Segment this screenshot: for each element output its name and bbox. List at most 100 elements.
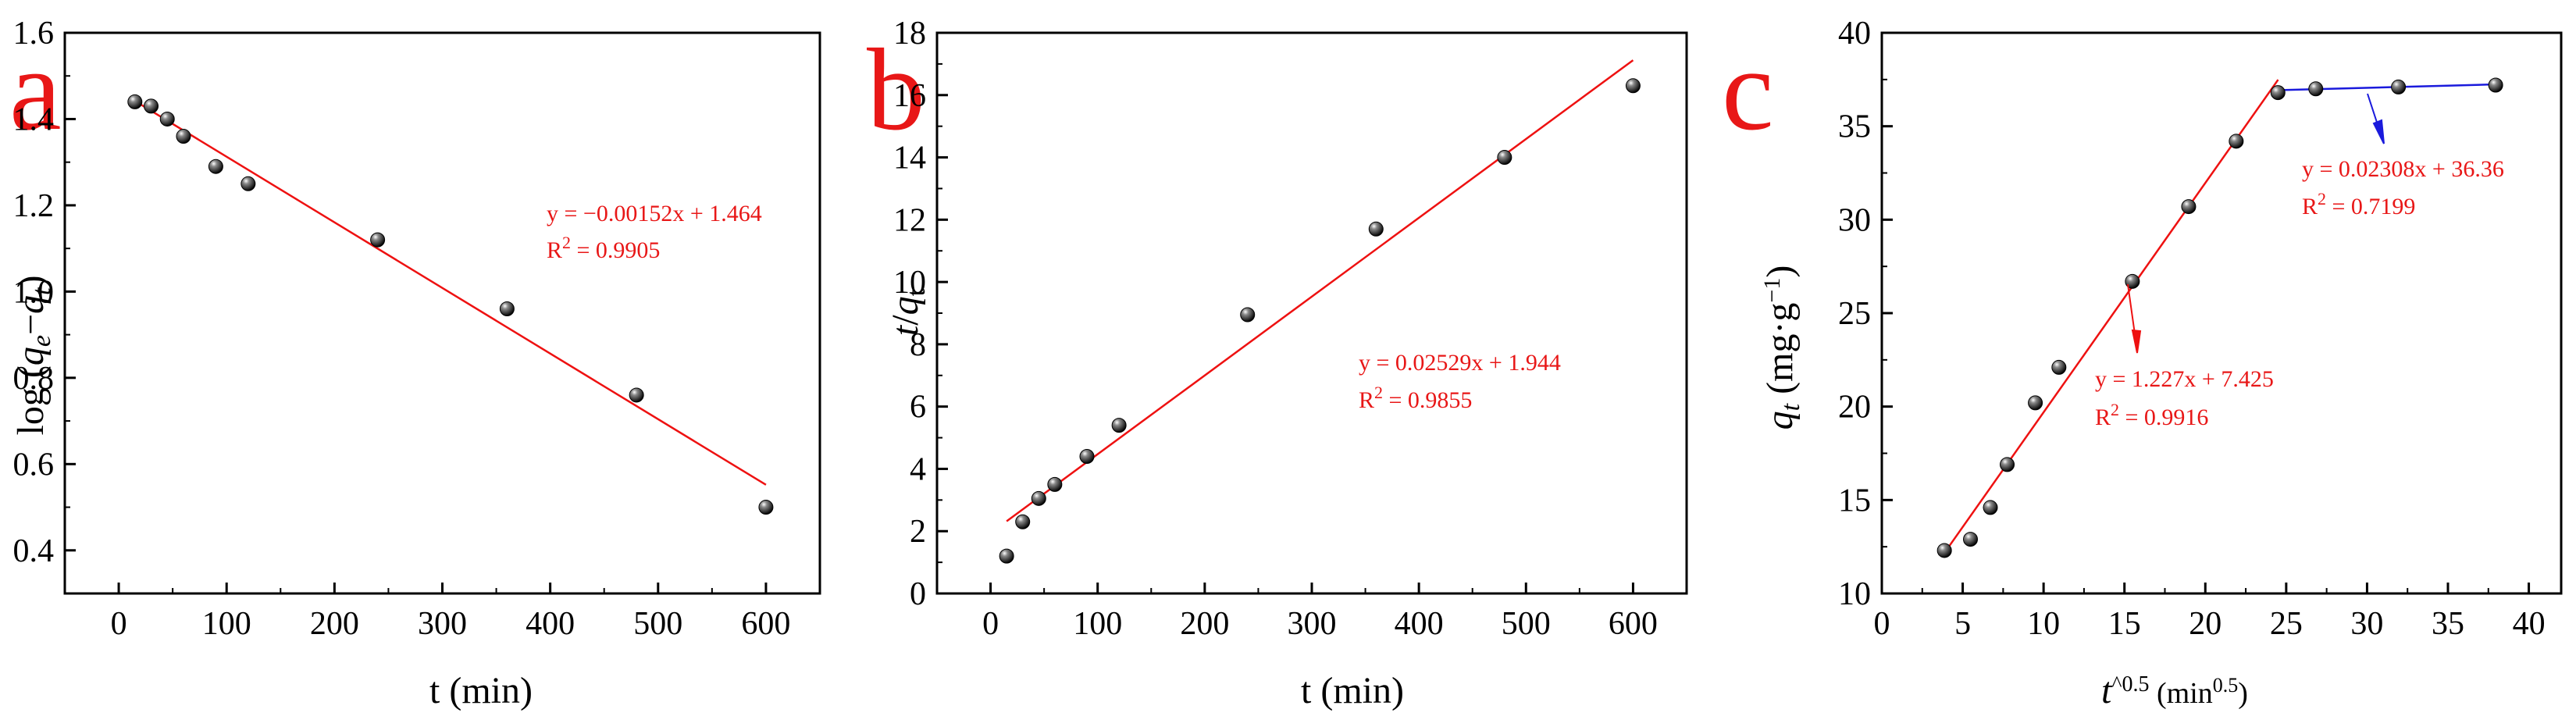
panel-c-x-tick-label: 40 xyxy=(2513,606,2546,642)
panel-c-fit-equation-linear: y = 1.227x + 7.425 xyxy=(2095,366,2274,392)
panel-a-data-point xyxy=(629,387,644,403)
panel-c-data-point xyxy=(1936,543,1952,558)
panel-b-marks: 0 100 200 300 400 500 600 0 2 4 6 8 10 12 14 16 18 xyxy=(893,16,1688,642)
panel-b-y-tick-label: 16 xyxy=(893,78,926,114)
panel-a-y-tick-label: 0.8 xyxy=(13,361,55,397)
panel-c-y-tick-label: 10 xyxy=(1838,576,1871,612)
panel-c-data-point xyxy=(2391,79,2407,94)
panel-c-y-tick-label: 15 xyxy=(1838,483,1871,519)
panel-a-x-tick-label: 300 xyxy=(418,606,467,642)
chart-panel-a: 0 100 200 300 400 500 600 0.4 0.6 0.8 1.0 1.2 1.4 1.6… xyxy=(10,16,821,711)
panel-letter-a: a xyxy=(9,25,62,155)
panel-c-fit-r2-plateau: R2 = 0.7199 xyxy=(2302,189,2415,220)
panel-a-data-point xyxy=(176,129,191,144)
panel-a-data-point xyxy=(370,232,386,248)
panel-c-y-axis-label: qt (mg·g−1) xyxy=(1759,265,1805,430)
panel-b-y-tick-label: 14 xyxy=(893,141,926,176)
panel-b-data-point xyxy=(1111,418,1127,433)
panel-c-x-tick-label: 5 xyxy=(1954,606,1971,642)
panel-c-x-tick-label: 30 xyxy=(2350,606,2383,642)
panel-c-data-point xyxy=(2000,457,2015,472)
panel-a-data-point xyxy=(499,301,515,316)
panel-b-y-axis-label: t/qt xyxy=(885,288,931,336)
panel-c-x-tick-label: 20 xyxy=(2189,606,2221,642)
panel-b-frame xyxy=(935,31,1688,595)
panel-a-x-tick-label: 0 xyxy=(111,606,127,642)
panel-c-x-axis-label: t^0.5 (min0.5) xyxy=(2101,670,2248,711)
panel-b-x-tick-label: 600 xyxy=(1609,606,1658,642)
panel-b-data-point xyxy=(999,548,1014,564)
panel-b-x-tick-label: 200 xyxy=(1180,606,1229,642)
panel-a-x-tick-label: 600 xyxy=(741,606,790,642)
panel-c-y-tick-label: 25 xyxy=(1838,296,1871,332)
panel-c-data-point xyxy=(1963,532,1979,547)
panel-b-x-tick-label: 0 xyxy=(982,606,999,642)
panel-c-data-point xyxy=(2125,273,2140,289)
panel-a-y-tick-label: 1.0 xyxy=(13,274,55,310)
panel-a-data-point xyxy=(758,500,774,515)
panel-b-y-tick-label: 18 xyxy=(893,16,926,52)
panel-b-x-tick-label: 100 xyxy=(1073,606,1122,642)
panel-a-y-tick-label: 1.6 xyxy=(13,16,55,52)
panel-c-arrow-plateau xyxy=(2367,93,2385,144)
panel-c-x-tick-label: 10 xyxy=(2027,606,2060,642)
panel-b-data-point xyxy=(1497,150,1512,166)
panel-b-x-tick-label: 400 xyxy=(1395,606,1444,642)
panel-b-x-tick-label: 500 xyxy=(1502,606,1551,642)
panel-c-arrow-linear xyxy=(2127,283,2142,354)
panel-a-y-tick-label: 0.6 xyxy=(13,447,55,483)
panel-c-fit-line-1 xyxy=(1944,79,2279,554)
panel-a-y-tick-label: 1.2 xyxy=(13,188,55,224)
panel-b-data-point xyxy=(1240,307,1256,323)
panel-b-data-point xyxy=(1031,490,1046,506)
panel-c-x-tick-label: 25 xyxy=(2270,606,2303,642)
panel-c-data-point xyxy=(2028,395,2043,411)
panel-b-y-tick-label: 4 xyxy=(910,451,926,487)
panel-c-x-tick-label: 0 xyxy=(1874,606,1890,642)
panel-a-fit-equation: y = −0.00152x + 1.464 xyxy=(547,201,762,226)
panel-a-data-point xyxy=(159,111,175,127)
panel-a-x-tick-label: 400 xyxy=(526,606,575,642)
panel-b-fit-equation: y = 0.02529x + 1.944 xyxy=(1359,350,1561,376)
panel-a-x-tick-label: 500 xyxy=(633,606,682,642)
panel-b-y-tick-label: 8 xyxy=(910,327,926,363)
panel-a-x-axis-label: t (min) xyxy=(429,670,533,711)
panel-b-y-tick-label: 6 xyxy=(910,390,926,426)
panel-c-data-point xyxy=(2270,85,2286,101)
panel-c-data-point xyxy=(2051,359,2067,375)
panel-c-y-tick-label: 35 xyxy=(1838,109,1871,145)
panel-c-data-point xyxy=(2308,81,2324,97)
panel-c-data-point xyxy=(2229,134,2244,149)
panel-a-y-tick-label: 1.4 xyxy=(13,102,55,137)
panel-a-data-point xyxy=(240,176,256,191)
panel-a-y-axis-label: log (qe−qt) xyxy=(10,276,56,436)
panel-b-fit-line-1 xyxy=(1006,59,1634,522)
panel-letter-b: b xyxy=(867,25,925,155)
panel-c-fit-r2-linear: R2 = 0.9916 xyxy=(2095,400,2208,431)
panel-a-data-point xyxy=(144,98,159,114)
panel-c-x-tick-label: 15 xyxy=(2108,606,2141,642)
panel-c-y-tick-label: 30 xyxy=(1838,202,1871,238)
panel-a-x-tick-label: 100 xyxy=(202,606,251,642)
panel-c-data-point xyxy=(1983,500,1998,515)
panel-b-data-point xyxy=(1079,448,1095,464)
panel-b-x-axis-label: t (min) xyxy=(1301,670,1404,711)
panel-letter-c: c xyxy=(1722,25,1774,155)
panel-b-data-point xyxy=(1047,476,1063,492)
panel-c-data-point xyxy=(2181,199,2197,215)
panel-b-data-point xyxy=(1625,78,1641,94)
panel-b-fit-r2: R2 = 0.9855 xyxy=(1359,383,1472,414)
panel-a-fit-line-1 xyxy=(134,100,767,486)
chart-panel-c: 0 5 10 15 20 25 30 35 40 10 15 20 25 30 35 40 qt (mg·g−… xyxy=(1759,16,2563,711)
panel-a-fit-r2: R2 = 0.9905 xyxy=(547,233,660,264)
panel-c-fit-equation-plateau: y = 0.02308x + 36.36 xyxy=(2302,156,2504,182)
panel-b-data-point xyxy=(1368,221,1384,237)
panel-c-y-tick-label: 40 xyxy=(1838,16,1871,52)
panel-a-data-point xyxy=(127,94,143,109)
panel-b-y-tick-label: 0 xyxy=(910,576,926,612)
panel-b-x-tick-label: 300 xyxy=(1288,606,1337,642)
panel-c-data-point xyxy=(2488,77,2503,93)
panel-a-marks: 0 100 200 300 400 500 600 0.4 0.6 0.8 1.0 1.2 1.4 1.6 xyxy=(13,16,821,642)
panel-b-y-tick-label: 10 xyxy=(893,265,926,301)
panel-c-x-tick-label: 35 xyxy=(2432,606,2464,642)
